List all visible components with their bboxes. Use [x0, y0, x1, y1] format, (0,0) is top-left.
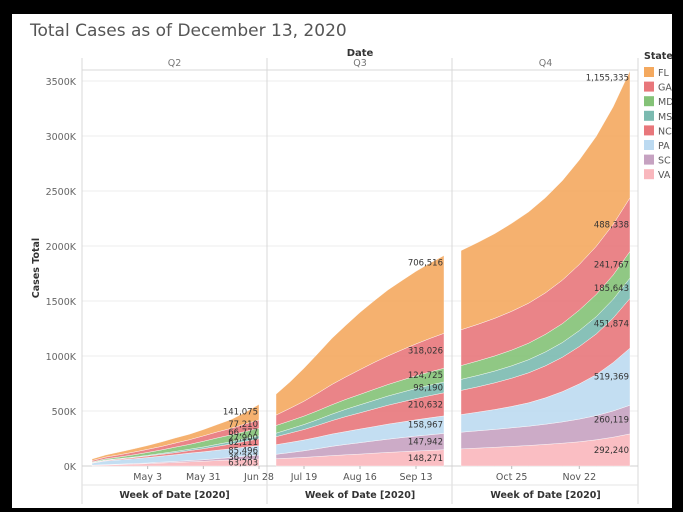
- y-tick-label: 3500K: [46, 77, 77, 88]
- quarter-header: Q3: [353, 58, 367, 69]
- y-axis-title: Cases Total: [31, 238, 42, 298]
- end-label-md: 124,725: [408, 371, 443, 381]
- x-tick-label: Jul 19: [290, 472, 318, 483]
- x-tick-label: Oct 25: [496, 472, 528, 483]
- end-label-fl: 706,516: [408, 259, 443, 269]
- end-label-nc: 62,111: [228, 438, 258, 448]
- legend-label-nc: NC: [658, 126, 672, 137]
- area-fl: [91, 404, 260, 461]
- y-tick-label: 500K: [52, 407, 77, 418]
- legend-label-pa: PA: [658, 141, 670, 152]
- legend-swatch-nc: [644, 125, 654, 136]
- stacked-area-chart: Date 0K 500K 1000K 1500K 2000K 2500K 3000K 3500K…: [31, 48, 674, 504]
- legend-swatch-pa: [644, 140, 654, 150]
- y-tick-label: 2500K: [46, 187, 77, 198]
- legend-label-ga: GA: [658, 83, 672, 94]
- x-tick-label: Aug 16: [343, 472, 377, 483]
- x-axis-title: Week of Date [2020]: [305, 490, 415, 501]
- end-label-md: 66,777: [228, 428, 258, 438]
- end-label-fl: 1,155,335: [586, 74, 629, 84]
- legend-swatch-va: [644, 169, 654, 180]
- legend-swatch-ga: [644, 81, 654, 92]
- end-label-fl: 141,075: [223, 407, 258, 417]
- end-label-md: 241,767: [594, 261, 629, 271]
- chart-title: Total Cases as of December 13, 2020: [30, 21, 347, 41]
- legend-swatch-ms: [644, 110, 654, 121]
- end-label-pa: 85,496: [228, 446, 258, 456]
- end-label-va: 292,240: [594, 446, 629, 456]
- end-label-sc: 36,297: [228, 453, 258, 463]
- chart-frame: Total Cases as of December 13, 2020 Date…: [12, 14, 674, 508]
- area-fl: [460, 70, 631, 331]
- legend-label-md: MD: [658, 97, 672, 108]
- y-tick-label: 1000K: [46, 352, 77, 363]
- area-fl: [275, 255, 445, 416]
- column-header: Date: [347, 48, 374, 59]
- legend-swatch-md: [644, 96, 654, 107]
- end-label-va: 63,203: [228, 459, 258, 469]
- end-label-sc: 260,119: [594, 416, 629, 426]
- end-label-ms: 185,643: [594, 284, 629, 294]
- end-label-nc: 451,874: [594, 319, 629, 329]
- y-tick-label: 3000K: [46, 132, 77, 143]
- x-axis-title: Week of Date [2020]: [490, 490, 600, 501]
- x-tick-label: Jun 28: [243, 472, 274, 483]
- legend-label-va: VA: [658, 170, 671, 181]
- legend-title: State: [644, 51, 672, 62]
- x-tick-label: Sep 13: [399, 472, 432, 483]
- legend-label-sc: SC: [658, 156, 671, 167]
- end-label-pa: 158,967: [408, 421, 443, 431]
- x-tick-label: May 31: [186, 472, 221, 483]
- legend-swatch-sc: [644, 154, 654, 165]
- x-tick-label: Nov 22: [562, 472, 596, 483]
- legend-label-ms: MS: [658, 112, 672, 123]
- x-tick-label: May 3: [133, 472, 162, 483]
- x-axis-title: Week of Date [2020]: [119, 490, 229, 501]
- legend-swatch-fl: [644, 67, 654, 77]
- legend-label-fl: FL: [658, 68, 669, 79]
- quarter-header: Q4: [539, 58, 553, 69]
- y-tick-label: 1500K: [46, 297, 77, 308]
- y-tick-label: 0K: [64, 462, 77, 473]
- end-label-sc: 147,942: [408, 438, 443, 448]
- quarter-header: Q2: [168, 58, 182, 69]
- end-label-ga: 488,338: [594, 221, 629, 231]
- y-tick-label: 2000K: [46, 242, 77, 253]
- end-label-ga: 318,026: [408, 347, 443, 357]
- end-label-ms: 27,900: [228, 433, 258, 443]
- end-label-ga: 77,210: [228, 420, 258, 430]
- end-label-pa: 519,369: [594, 373, 629, 383]
- end-label-va: 148,271: [408, 454, 443, 464]
- end-label-nc: 210,632: [408, 400, 443, 410]
- end-label-ms: 98,190: [413, 383, 443, 393]
